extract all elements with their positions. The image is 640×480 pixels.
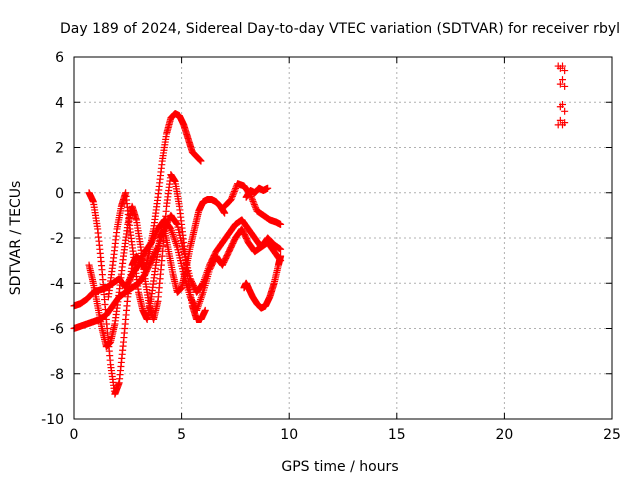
y-tick-label: 4 [55,95,64,111]
data-point [228,192,236,200]
chart-title: Day 189 of 2024, Sidereal Day-to-day VTE… [60,21,620,37]
data-point [232,184,240,192]
data-points [70,62,569,398]
data-point [250,201,258,209]
data-point [556,116,564,124]
x-tick-label: 5 [177,427,186,443]
y-tick-label: 6 [55,50,64,66]
y-tick-label: -6 [50,322,64,338]
x-tick-label: 10 [280,427,298,443]
data-point [230,189,238,197]
data-point [231,186,239,194]
data-point [561,82,569,90]
y-tick-label: 0 [55,186,64,202]
data-point [559,62,567,70]
data-point [561,119,569,127]
data-point [277,252,285,260]
y-tick-label: -4 [50,276,64,292]
data-point [561,107,569,115]
x-tick-label: 25 [603,427,621,443]
data-point [230,188,238,196]
data-point [229,191,237,199]
data-point [197,157,205,165]
data-point [561,67,569,75]
x-axis-label: GPS time / hours [281,459,398,475]
data-point [250,199,258,207]
data-point [221,209,229,217]
data-point [559,101,567,109]
data-point [201,306,209,314]
data-point [556,80,564,88]
tick-labels: 0 5 10 15 20 25 -10 -8 -6 -4 -2 0 2 4 6 [41,50,621,443]
data-point [249,197,257,205]
data-point [251,202,259,210]
x-tick-label: 15 [388,427,406,443]
data-point [252,204,260,212]
data-point [248,194,256,202]
data-point [277,245,285,253]
y-tick-label: -8 [50,367,64,383]
data-point [264,184,272,192]
data-point [559,76,567,84]
data-point [173,220,181,228]
y-tick-label: -10 [41,412,64,428]
data-point [248,196,256,204]
x-tick-label: 20 [495,427,513,443]
y-axis-label: SDTVAR / TECUs [8,181,24,296]
data-point [228,194,236,202]
plot-frame [73,56,613,420]
x-tick-label: 0 [70,427,79,443]
y-tick-label: 2 [55,141,64,157]
data-point [227,196,235,204]
y-tick-label: -2 [50,231,64,247]
data-point [277,220,285,228]
